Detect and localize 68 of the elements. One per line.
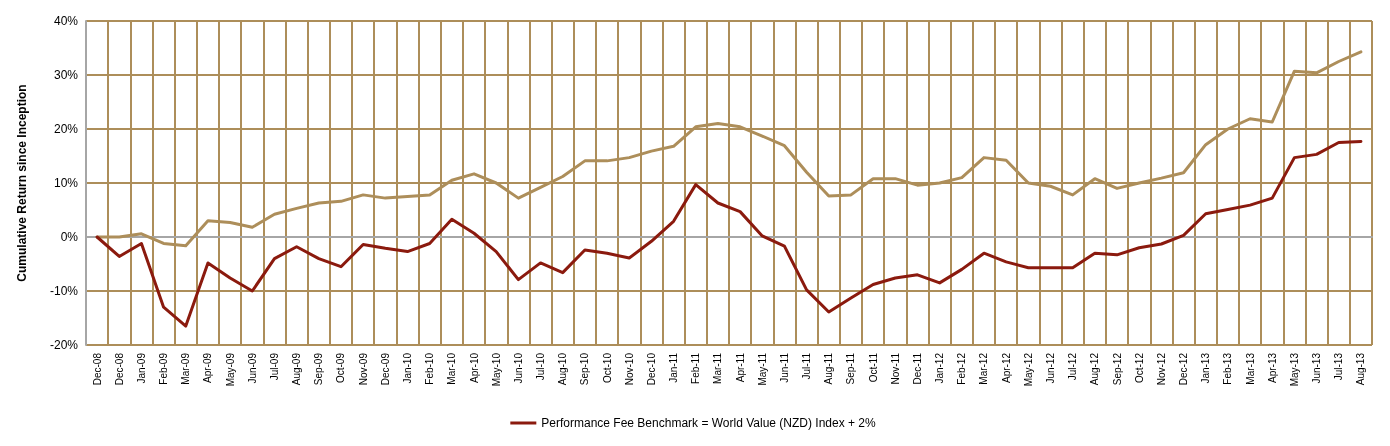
- x-tick-label: Dec-12: [1178, 352, 1190, 386]
- x-tick-label: Sep-11: [845, 352, 857, 385]
- x-tick-label: Aug-09: [291, 352, 303, 386]
- x-tick-label: Jul-10: [535, 352, 547, 381]
- x-tick-label: Feb-09: [158, 352, 170, 385]
- legend-label: Performance Fee Benchmark = World Value (NZD) Index + 2%: [541, 416, 877, 430]
- x-tick-label: Feb-13: [1222, 352, 1234, 385]
- x-tick-label: Aug-10: [557, 352, 569, 386]
- x-tick-label: Aug-13: [1355, 352, 1367, 386]
- x-tick-label: Jun-11: [778, 352, 790, 383]
- x-tick-label: Mar-11: [712, 352, 724, 384]
- y-tick-label: 20%: [53, 122, 79, 136]
- line-series: [95, 139, 1363, 328]
- x-tick-label: Apr-09: [202, 352, 214, 384]
- y-axis-title: Cumulative Return since Inception: [15, 84, 29, 282]
- x-tick-label: May-11: [756, 352, 768, 386]
- x-tick-label: Feb-12: [956, 352, 968, 385]
- y-tick-label: -10%: [49, 284, 79, 298]
- x-tick-label: Jun-12: [1045, 352, 1056, 384]
- x-tick-label: Mar-09: [180, 352, 192, 385]
- x-tick-label: Aug-12: [1089, 352, 1101, 386]
- x-tick-label: Dec-08: [91, 352, 103, 386]
- y-tick-label: 40%: [53, 14, 79, 28]
- x-tick-label: Jun-13: [1311, 352, 1323, 384]
- x-tick-label: Jan-09: [135, 352, 147, 384]
- x-tick-label: Oct-11: [867, 352, 879, 383]
- x-tick-label: Mar-10: [446, 352, 458, 385]
- x-tick-label: Jul-12: [1067, 352, 1079, 381]
- x-tick-label: Apr-12: [1000, 352, 1012, 384]
- x-tick-label: Sep-10: [579, 352, 591, 386]
- y-tick-label: 30%: [53, 68, 79, 82]
- x-tick-label: Jan-10: [402, 352, 413, 384]
- x-tick-label: Mar-12: [978, 352, 990, 385]
- x-tick-label: Jul-13: [1333, 352, 1345, 381]
- x-tick-label: Jul-09: [268, 352, 280, 381]
- x-tick-label: Jul-11: [801, 352, 813, 380]
- x-tick-label: Jan-11: [668, 352, 680, 383]
- x-tick-label: Oct-10: [601, 352, 613, 384]
- x-tick-label: Nov-12: [1155, 352, 1167, 386]
- x-tick-label: Jun-10: [512, 352, 524, 384]
- x-tick-label: May-13: [1288, 352, 1300, 387]
- x-tick-label: Oct-12: [1133, 352, 1145, 384]
- x-tick-label: Apr-10: [468, 352, 480, 384]
- x-tick-label: Aug-11: [823, 352, 835, 385]
- x-tick-label: Feb-10: [424, 352, 436, 385]
- x-tick-label: Jun-09: [246, 352, 258, 384]
- x-tick-label: Oct-09: [335, 352, 347, 384]
- x-tick-label: Sep-12: [1111, 352, 1123, 386]
- x-tick-label: May-09: [224, 352, 236, 387]
- x-tick-label: Sep-09: [313, 352, 325, 386]
- y-tick-label: -20%: [49, 338, 79, 352]
- x-tick-label: May-10: [490, 352, 502, 387]
- x-tick-label: Apr-13: [1266, 352, 1278, 384]
- x-tick-label: Dec-09: [379, 352, 391, 386]
- x-tick-label: Jan-12: [934, 352, 946, 384]
- x-tick-label: Dec-11: [911, 352, 923, 385]
- x-tick-label: Nov-09: [357, 352, 369, 386]
- x-tick-label: Dec-08: [113, 352, 125, 386]
- x-tick-label: May-12: [1022, 352, 1034, 387]
- x-tick-label: Feb-11: [690, 352, 702, 384]
- x-tick-label: Nov-11: [889, 352, 901, 385]
- y-tick-label: 0%: [60, 230, 79, 244]
- x-tick-label: Apr-11: [734, 352, 746, 383]
- x-tick-label: Jan-13: [1200, 352, 1212, 384]
- x-tick-label: Nov-10: [623, 352, 635, 386]
- x-tick-label: Mar-13: [1244, 352, 1256, 385]
- y-tick-label: 10%: [53, 176, 79, 190]
- x-tick-label: Dec-10: [645, 352, 657, 386]
